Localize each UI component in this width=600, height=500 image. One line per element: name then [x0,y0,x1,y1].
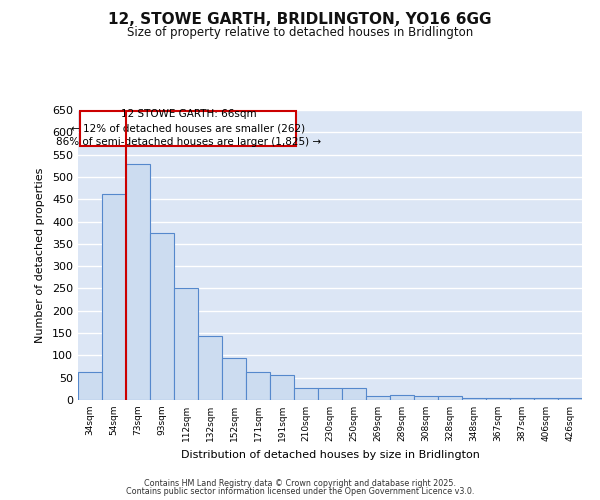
Bar [438,396,462,400]
Bar [318,388,342,400]
Bar [78,372,102,400]
X-axis label: Distribution of detached houses by size in Bridlington: Distribution of detached houses by size … [181,450,479,460]
Bar [270,376,294,400]
FancyBboxPatch shape [80,111,296,146]
Bar [390,394,414,400]
Text: Size of property relative to detached houses in Bridlington: Size of property relative to detached ho… [127,26,473,39]
Bar [558,398,582,400]
Bar [126,164,150,400]
Bar [486,398,510,400]
Bar [462,398,486,400]
Bar [366,396,390,400]
Text: Contains public sector information licensed under the Open Government Licence v3: Contains public sector information licen… [126,487,474,496]
Bar [198,336,222,400]
Bar [222,358,246,400]
Bar [534,398,558,400]
Bar [414,396,438,400]
Bar [246,372,270,400]
Bar [150,232,174,400]
Text: Contains HM Land Registry data © Crown copyright and database right 2025.: Contains HM Land Registry data © Crown c… [144,478,456,488]
Bar [174,288,198,400]
Bar [102,194,126,400]
Bar [510,398,534,400]
Y-axis label: Number of detached properties: Number of detached properties [35,168,45,342]
Text: 12 STOWE GARTH: 66sqm
← 12% of detached houses are smaller (262)
86% of semi-det: 12 STOWE GARTH: 66sqm ← 12% of detached … [56,110,321,148]
Bar [294,388,318,400]
Bar [342,388,366,400]
Text: 12, STOWE GARTH, BRIDLINGTON, YO16 6GG: 12, STOWE GARTH, BRIDLINGTON, YO16 6GG [108,12,492,28]
